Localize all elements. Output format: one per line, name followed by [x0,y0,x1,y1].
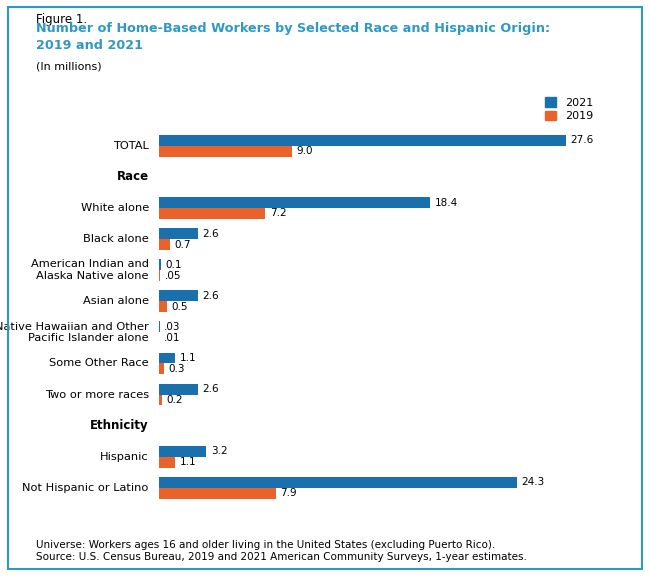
Bar [159,384,198,395]
Text: 0.7: 0.7 [174,240,190,249]
Text: .05: .05 [164,271,181,281]
Text: 7.9: 7.9 [280,488,296,498]
Text: 2.6: 2.6 [202,291,218,301]
Text: 27.6: 27.6 [570,135,593,145]
Legend: 2021, 2019: 2021, 2019 [543,95,595,123]
Text: 0.1: 0.1 [165,260,181,270]
Text: (In millions): (In millions) [36,62,101,71]
Text: Universe: Workers ages 16 and older living in the United States (excluding Puert: Universe: Workers ages 16 and older livi… [36,540,526,562]
Bar [159,395,162,406]
Bar [159,135,566,146]
Bar [159,477,517,488]
Text: 7.2: 7.2 [270,209,287,218]
Text: 2.6: 2.6 [202,384,218,394]
Text: 9.0: 9.0 [296,146,313,156]
Bar [159,457,176,468]
Bar [159,353,176,363]
Text: 24.3: 24.3 [522,478,545,487]
Bar [159,301,166,312]
Bar [159,363,164,374]
Bar [159,146,292,157]
Bar [159,290,198,301]
Bar [159,259,161,270]
Bar [159,239,170,250]
Text: .01: .01 [164,333,180,343]
Bar [159,488,276,499]
Text: Figure 1.: Figure 1. [36,13,87,26]
Bar [159,228,198,239]
Text: .03: .03 [164,322,181,332]
Bar [159,270,160,281]
Text: 3.2: 3.2 [211,446,227,456]
Text: 1.1: 1.1 [180,457,196,467]
Text: 0.2: 0.2 [166,395,183,405]
Text: 2.6: 2.6 [202,229,218,238]
Bar [159,446,207,457]
Bar [159,197,430,208]
Text: 18.4: 18.4 [435,198,458,207]
Text: 0.5: 0.5 [171,302,188,312]
Text: 1.1: 1.1 [180,353,196,363]
Text: Number of Home-Based Workers by Selected Race and Hispanic Origin:
2019 and 2021: Number of Home-Based Workers by Selected… [36,22,550,52]
Text: 0.3: 0.3 [168,364,185,374]
Bar [159,208,265,219]
